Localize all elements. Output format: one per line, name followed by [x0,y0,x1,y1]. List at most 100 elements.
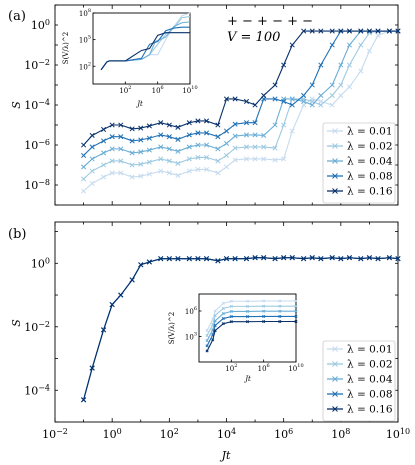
data-point [195,256,201,262]
legend-label: λ = 0.02 [347,141,393,153]
data-point [329,82,335,88]
data-point [203,256,210,262]
data-point [101,138,107,144]
data-point [338,256,344,262]
data-point [261,156,267,162]
data-point [223,164,230,170]
data-point [309,102,315,108]
data-point [272,82,278,88]
data-point [129,126,135,132]
data-point [186,256,192,262]
data-point [118,292,124,298]
data-point [338,28,344,34]
data-point [395,256,401,262]
data-point [318,256,324,262]
panel-b-label: (b) [8,227,26,242]
inset-x-tick-label: 102 [119,85,131,95]
series-line [206,320,296,352]
data-point [166,122,172,128]
data-point [203,166,210,172]
data-point [294,319,298,324]
data-point [261,132,267,139]
inset-y-tick-label: 102 [79,61,91,71]
data-point [289,42,295,48]
data-point [229,309,233,313]
series-line [100,15,191,71]
data-point [203,154,210,160]
data-point [118,170,124,176]
data-point [158,168,164,174]
data-point [146,135,152,141]
data-point [205,349,209,353]
data-point [262,309,266,313]
data-point [366,255,372,261]
panel-b-ticks [54,222,399,423]
data-point [252,102,258,108]
panel-a: 10−8 10−6 10−4 10−2 100 (a) S + − + − + − V … [8,4,401,206]
data-point [272,145,278,151]
inset-y-tick-label: 105 [79,35,91,45]
legend-marker [332,406,338,412]
data-point [158,120,164,126]
legend-entry: λ = 0.16 [327,404,393,416]
data-point [294,314,298,318]
inset-x-tick-label: 1010 [182,85,197,95]
series-5 [81,255,401,403]
legend-entry: λ = 0.08 [327,389,393,401]
x-tick-label: 100 [103,427,122,441]
data-point [175,136,181,142]
inset-x-tick-label: 106 [152,85,164,95]
data-point [215,258,221,264]
legend-label: λ = 0.01 [347,126,393,138]
legend-entry: λ = 0.01 [327,344,393,356]
data-point [309,255,315,261]
data-point [262,304,266,308]
data-point [186,120,192,126]
x-tick-label: 108 [331,427,350,441]
data-point [195,118,201,124]
data-point [81,397,87,403]
data-point [245,320,250,324]
data-point [186,156,192,162]
data-point [166,146,172,152]
series-line [83,30,398,168]
data-point [138,161,144,167]
data-point [243,156,250,162]
series-5 [81,28,401,148]
data-point [318,28,324,34]
series-5 [100,32,190,71]
data-point [232,96,238,102]
data-point [221,301,225,305]
data-point [146,159,152,165]
data-point [281,156,287,162]
data-point [358,42,364,48]
panel-a-inset: 102 106 1010 102 105 108 Jt S(V/λ)^2 [62,8,198,108]
data-point [101,162,107,168]
data-point [289,102,295,108]
data-point [243,132,250,138]
data-point [195,166,201,172]
data-point [245,309,250,313]
data-point [175,124,181,130]
data-point [138,149,144,155]
data-point [89,132,95,139]
legend-label: λ = 0.04 [347,374,393,386]
data-point [195,154,201,160]
legend-label: λ = 0.02 [347,359,393,371]
data-point [215,134,221,140]
panel-b-x-tick-labels: 10−2 100 102 104 106 108 1010 [42,427,410,441]
legend-marker [332,391,338,397]
panel-b-legend-box [322,340,396,422]
data-point [245,299,250,303]
data-point [175,172,181,179]
legend-entry: λ = 0.01 [327,126,393,138]
data-point [158,256,164,262]
data-point [101,327,107,333]
data-point [329,255,335,261]
series-line [83,30,398,146]
panel-b-inset-ylabel: S(V/λ)^2 [168,312,176,344]
data-point [81,188,87,194]
data-point [205,344,209,348]
legend-marker [332,143,338,149]
